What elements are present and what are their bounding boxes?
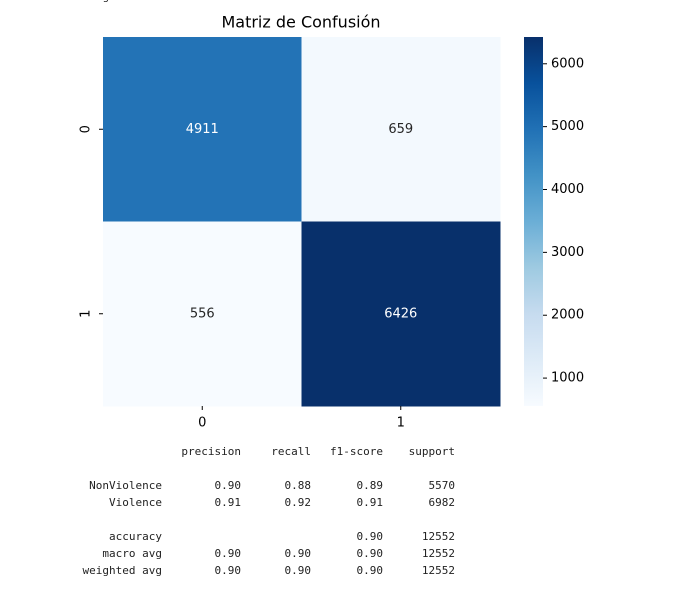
report-cell: 0.90 [215, 564, 242, 577]
report-cell: 0.90 [215, 547, 242, 560]
report-cell: 5570 [429, 479, 456, 492]
report-cell: 0.91 [215, 496, 242, 509]
report-column: support [409, 445, 455, 458]
y-tick-label: 0 [79, 125, 94, 133]
colorbar-tick-label: 5000 [551, 119, 584, 134]
colorbar [524, 37, 543, 406]
report-cell: 12552 [422, 530, 455, 543]
report-cell: 0.89 [357, 479, 384, 492]
report-cell: 0.90 [357, 564, 384, 577]
report-cell: 0.90 [285, 547, 312, 560]
report-cell: 0.90 [357, 530, 384, 543]
report-cell: 0.91 [357, 496, 384, 509]
x-tick-label: 1 [397, 416, 405, 431]
x-tick-label: 0 [198, 416, 206, 431]
report-row-label: NonViolence [89, 479, 162, 492]
colorbar-tick-label: 1000 [551, 371, 584, 386]
report-row-label: weighted avg [83, 564, 162, 577]
report-cell: 0.90 [357, 547, 384, 560]
cell-label: 556 [190, 306, 215, 321]
colorbar-tick-label: 6000 [551, 56, 584, 71]
report-cell: 0.90 [215, 479, 242, 492]
report-cell: 0.88 [285, 479, 312, 492]
report-cell: 0.92 [285, 496, 312, 509]
report-row-label: macro avg [102, 547, 162, 560]
report-column: precision [181, 445, 241, 458]
colorbar-tick-label: 2000 [551, 308, 584, 323]
report-row-label: Violence [109, 496, 162, 509]
cell-label: 6426 [384, 306, 417, 321]
output-header: Wrong Predictions: 1215 [76, 0, 228, 3]
heatmap-cell [103, 37, 302, 222]
report-column: recall [271, 445, 311, 458]
cell-label: 659 [388, 122, 413, 137]
colorbar-tick-label: 4000 [551, 182, 584, 197]
y-tick-label: 1 [79, 310, 94, 318]
report-cell: 6982 [429, 496, 456, 509]
report-cell: 0.90 [285, 564, 312, 577]
heatmap-cell [301, 37, 501, 222]
report-cell: 12552 [422, 564, 455, 577]
cell-label: 4911 [186, 122, 219, 137]
report-column: f1-score [330, 445, 383, 458]
chart-title: Matriz de Confusión [221, 13, 380, 32]
heatmap-cell [103, 221, 302, 407]
report-cell: 12552 [422, 547, 455, 560]
report-row-label: accuracy [109, 530, 162, 543]
heatmap-cell [301, 221, 501, 407]
colorbar-tick-label: 3000 [551, 245, 584, 260]
